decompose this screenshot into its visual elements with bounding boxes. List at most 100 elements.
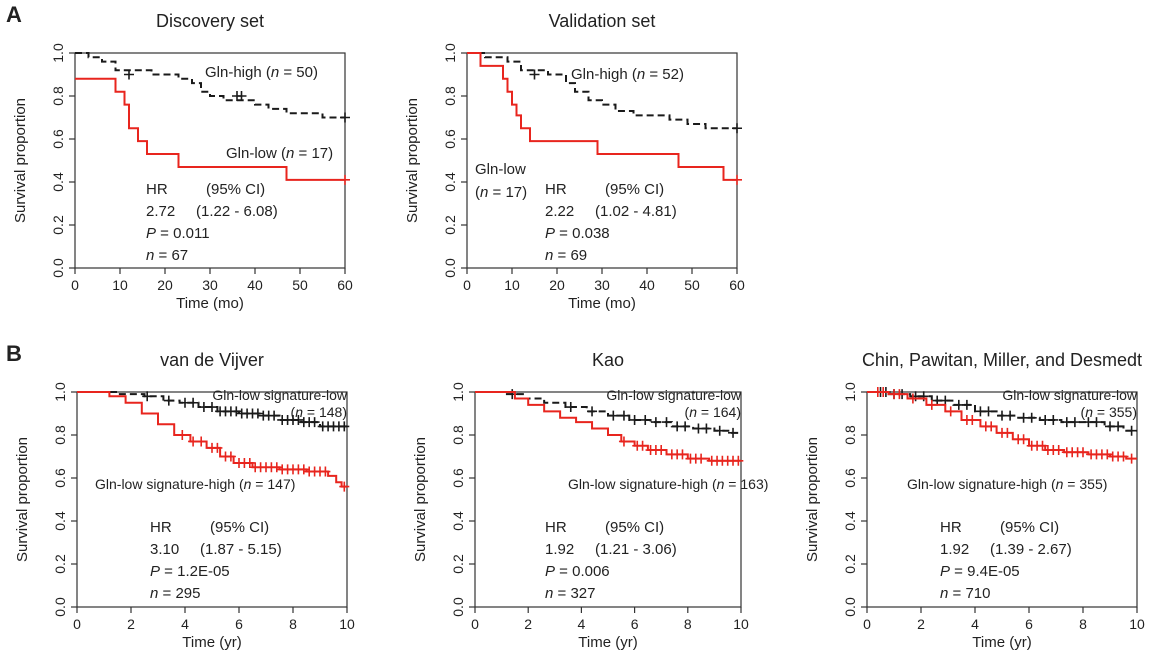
hr-header: HR — [545, 519, 567, 536]
y-tick-label: 0.4 — [442, 172, 458, 192]
censor-mark — [1037, 440, 1048, 451]
x-tick-label: 10 — [112, 277, 128, 293]
censor-mark — [732, 123, 742, 134]
censor-mark — [661, 417, 672, 428]
km-chart-3: Kao 0 2 4 6 8 10 0.0 0.2 0.4 0.6 0.8 1.0 Time (yr) Sur… — [412, 350, 768, 651]
y-tick-label: 0.0 — [450, 597, 466, 617]
curve-label-line2: (n = 164) — [685, 404, 741, 420]
censor-mark — [1113, 421, 1124, 432]
km-chart-1: Validation set 0 10 20 30 40 50 60 0.0 0.2 0.4 0.6 0… — [404, 11, 745, 312]
y-tick-label: 0.0 — [442, 258, 458, 278]
censor-mark — [298, 464, 309, 475]
ci-header: (95% CI) — [605, 181, 664, 198]
censor-mark — [618, 410, 629, 421]
censor-mark — [1018, 434, 1029, 445]
censor-mark — [1091, 417, 1102, 428]
curve-label: Gln-low signature-high (n = 355) — [907, 476, 1107, 492]
chart-title: Chin, Pawitan, Miller, and Desmedt — [862, 350, 1142, 370]
ci-value: (1.22 - 6.08) — [196, 203, 278, 220]
y-axis-label: Survival proportion — [14, 437, 31, 562]
hr-header: HR — [150, 519, 172, 536]
x-tick-label: 4 — [971, 616, 979, 632]
x-tick-label: 0 — [471, 616, 479, 632]
p-value: P = 0.006 — [545, 563, 610, 580]
x-tick-label: 0 — [71, 277, 79, 293]
km-chart-4: Chin, Pawitan, Miller, and Desmedt 0 2 4 6 8 1… — [804, 350, 1145, 651]
censor-mark — [188, 397, 199, 408]
y-tick-label: 0.4 — [842, 511, 858, 531]
censor-mark — [1078, 447, 1088, 458]
censor-mark — [733, 455, 744, 466]
censor-mark — [714, 425, 725, 436]
y-tick-label: 0.4 — [450, 511, 466, 531]
censor-mark — [728, 427, 739, 438]
y-tick-label: 0.8 — [442, 86, 458, 106]
n-value: n = 69 — [545, 247, 587, 264]
chart-title: Discovery set — [156, 11, 264, 31]
y-tick-label: 0.6 — [52, 468, 68, 488]
x-tick-label: 40 — [247, 277, 263, 293]
censor-mark — [529, 69, 540, 80]
y-tick-label: 0.8 — [52, 425, 68, 445]
ci-value: (1.02 - 4.81) — [595, 203, 677, 220]
censor-mark — [244, 457, 255, 468]
x-tick-label: 0 — [863, 616, 871, 632]
y-tick-label: 1.0 — [52, 382, 68, 402]
y-tick-label: 0.0 — [52, 597, 68, 617]
censor-mark — [320, 466, 331, 477]
ci-value: (1.21 - 3.06) — [595, 541, 677, 558]
plot-frame — [866, 391, 1138, 608]
censor-mark — [637, 440, 648, 451]
x-tick-label: 2 — [524, 616, 532, 632]
censor-mark — [1005, 410, 1016, 421]
y-tick-label: 0.0 — [50, 258, 66, 278]
x-axis-label: Time (yr) — [182, 634, 241, 651]
censor-mark — [1118, 451, 1129, 462]
censor-mark — [142, 391, 153, 402]
n-value: n = 710 — [940, 585, 990, 602]
censor-mark — [1053, 445, 1064, 456]
ci-value: (1.39 - 2.67) — [990, 541, 1072, 558]
survival-curve-0 — [867, 391, 1137, 432]
y-tick-label: 0.6 — [442, 129, 458, 149]
panel-letter-a: A — [6, 2, 22, 27]
ci-header: (95% CI) — [605, 519, 664, 536]
n-value: n = 67 — [146, 247, 188, 264]
censor-mark — [961, 399, 972, 410]
curve-label: Gln-low signature-low — [212, 387, 347, 403]
survival-curve-1 — [77, 391, 347, 488]
censor-mark — [269, 410, 280, 421]
ci-header: (95% CI) — [1000, 519, 1059, 536]
censor-mark — [656, 445, 667, 456]
chart-title: Validation set — [549, 11, 656, 31]
curve-label: Gln-low signature-high (n = 163) — [568, 476, 768, 492]
y-tick-label: 0.4 — [52, 511, 68, 531]
x-tick-label: 10 — [339, 616, 355, 632]
curve-label: Gln-low — [475, 161, 526, 178]
censor-mark — [271, 462, 282, 473]
n-value: n = 295 — [150, 585, 200, 602]
panel-letter-b: B — [6, 341, 22, 366]
y-tick-label: 1.0 — [442, 43, 458, 63]
x-axis-label: Time (yr) — [972, 634, 1031, 651]
censor-mark — [225, 451, 236, 462]
censor-mark — [340, 112, 350, 123]
censor-mark — [1069, 417, 1080, 428]
ci-header: (95% CI) — [206, 181, 265, 198]
censor-mark — [986, 421, 997, 432]
hr-header: HR — [940, 519, 962, 536]
censor-mark — [1126, 453, 1137, 464]
x-tick-label: 30 — [594, 277, 610, 293]
censor-mark — [696, 453, 707, 464]
censor-mark — [207, 402, 217, 413]
x-tick-label: 0 — [463, 277, 471, 293]
survival-curve-1 — [75, 77, 345, 181]
x-tick-label: 8 — [684, 616, 692, 632]
censor-mark — [1048, 414, 1059, 425]
curve-label: Gln-high (n = 50) — [205, 64, 318, 81]
censor-mark — [701, 423, 712, 434]
x-tick-label: 30 — [202, 277, 218, 293]
x-tick-label: 50 — [292, 277, 308, 293]
x-axis-label: Time (yr) — [578, 634, 637, 651]
